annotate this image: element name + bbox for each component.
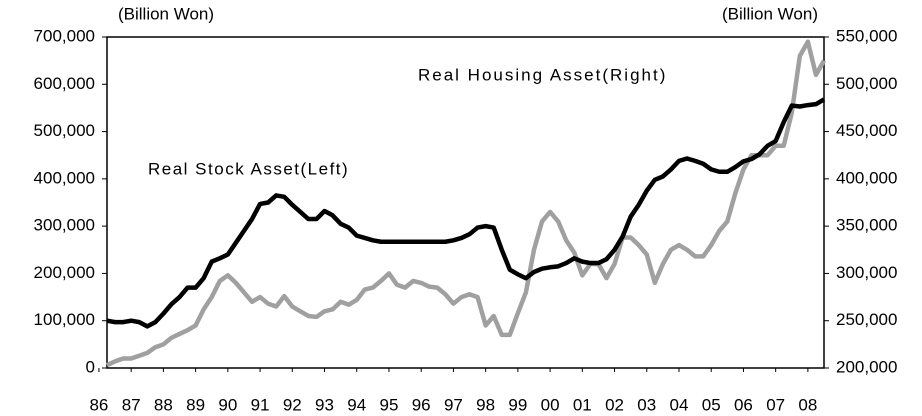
x-tick-label: 99 [508, 395, 527, 414]
y2-tick-label: 400,000 [836, 168, 897, 187]
x-tick-label: 03 [637, 395, 656, 414]
x-tick-label: 06 [734, 395, 753, 414]
x-tick-label: 96 [412, 395, 431, 414]
y-axis-unit-left: (Billion Won) [118, 4, 214, 23]
x-tick-label: 02 [605, 395, 624, 414]
plot-frame [106, 36, 825, 369]
x-tick-label: 93 [315, 395, 334, 414]
x-tick-label: 87 [122, 395, 141, 414]
x-tick-label: 05 [702, 395, 721, 414]
x-tick-label: 91 [251, 395, 270, 414]
x-tick-label: 94 [347, 395, 366, 414]
y2-tick-label: 300,000 [836, 263, 897, 282]
x-tick-label: 88 [154, 395, 173, 414]
y-tick-label: 600,000 [34, 74, 95, 93]
y2-tick-label: 350,000 [836, 216, 897, 235]
y-tick-label: 500,000 [34, 121, 95, 140]
x-tick-label: 98 [476, 395, 495, 414]
x-tick-label: 95 [380, 395, 399, 414]
y-tick-label: 200,000 [34, 263, 95, 282]
x-tick-label: 08 [798, 395, 817, 414]
series-label: Real Stock Asset(Left) [148, 159, 349, 178]
x-tick-label: 92 [283, 395, 302, 414]
x-tick-label: 90 [218, 395, 237, 414]
x-tick-label: 86 [89, 395, 108, 414]
x-tick-label: 89 [186, 395, 205, 414]
y-tick-label: 100,000 [34, 310, 95, 329]
y2-tick-label: 450,000 [836, 121, 897, 140]
series-label: Real Housing Asset(Right) [418, 65, 667, 84]
y-tick-label: 400,000 [34, 168, 95, 187]
x-tick-label: 01 [573, 395, 592, 414]
y2-tick-label: 500,000 [836, 74, 897, 93]
y2-tick-label: 200,000 [836, 357, 897, 376]
y-tick-label: 300,000 [34, 216, 95, 235]
y-tick-label: 0 [86, 357, 95, 376]
y2-tick-label: 550,000 [836, 26, 897, 45]
y-axis-unit-right: (Billion Won) [722, 4, 818, 23]
series-line [106, 39, 826, 368]
x-tick-label: 00 [541, 395, 560, 414]
y-tick-label: 700,000 [34, 26, 95, 45]
y2-tick-label: 250,000 [836, 310, 897, 329]
x-tick-label: 04 [670, 395, 689, 414]
x-tick-label: 07 [766, 395, 785, 414]
x-tick-label: 97 [444, 395, 463, 414]
series-line [106, 97, 826, 329]
